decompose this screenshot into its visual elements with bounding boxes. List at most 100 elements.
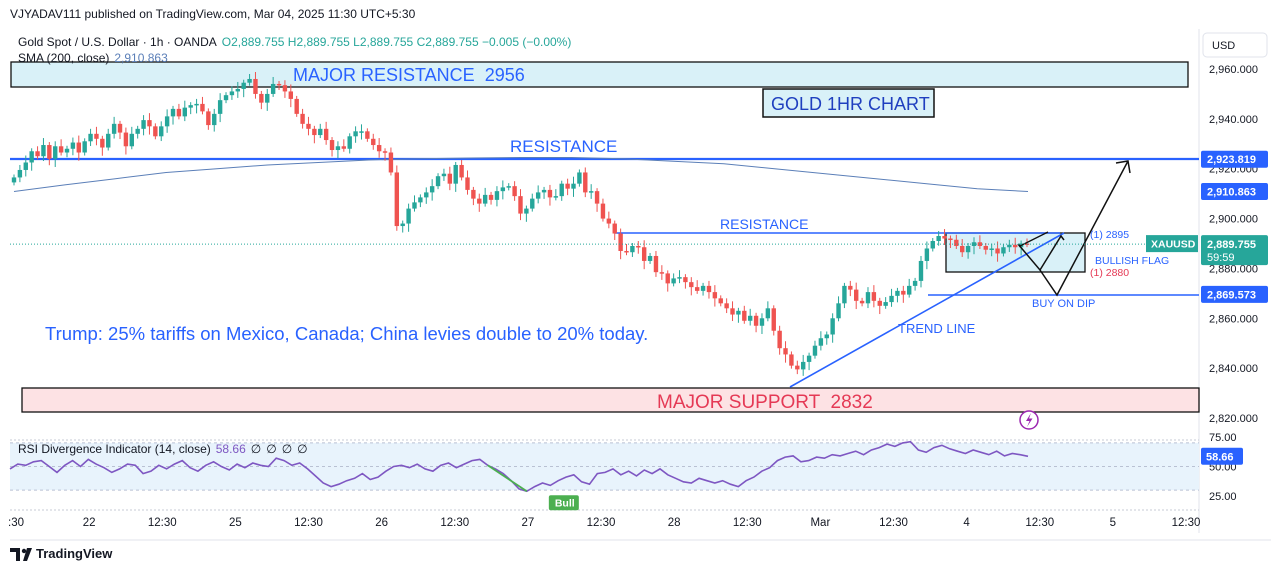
flag-bottom-level-label: (1) 2880	[1090, 267, 1129, 279]
candle	[406, 203, 411, 232]
candle	[347, 133, 352, 154]
candle	[753, 312, 759, 333]
candle	[824, 331, 829, 345]
candle	[394, 165, 400, 231]
candle	[29, 148, 34, 171]
major-support-zone[interactable]	[21, 387, 1200, 413]
time-tick-1: 22	[83, 517, 96, 529]
news-note: Trump: 25% tariffs on Mexico, Canada; Ch…	[45, 323, 648, 344]
candle	[353, 126, 358, 143]
candle	[253, 71, 258, 99]
candle	[424, 187, 429, 204]
candle	[471, 186, 476, 206]
candle	[111, 116, 117, 139]
time-tick-3: 25	[229, 517, 242, 529]
candle	[636, 241, 641, 254]
major-resistance-zone[interactable]	[10, 61, 1189, 88]
trend-line[interactable]	[789, 232, 1065, 388]
candle	[942, 229, 947, 245]
candle	[388, 147, 394, 176]
symbol-tag-text: XAUUSD	[1151, 239, 1196, 251]
major-support-label: MAJOR SUPPORT 2832	[657, 392, 873, 413]
candle	[453, 161, 458, 192]
candle	[465, 170, 470, 195]
trend-line-label: TREND LINE	[898, 321, 976, 336]
candle	[535, 185, 541, 204]
candle	[683, 274, 688, 289]
price-tag-text-0: 2,923.819	[1207, 154, 1256, 166]
candle	[217, 93, 223, 123]
candle	[376, 138, 382, 158]
candle	[606, 211, 612, 229]
rsi-null-4: ∅	[297, 442, 307, 456]
time-tick-5: 26	[375, 517, 388, 529]
candle	[47, 142, 52, 166]
last-price-tag	[1201, 235, 1268, 266]
symbol-title: Gold Spot / U.S. Dollar · 1h · OANDA	[18, 35, 217, 49]
candle	[170, 105, 176, 125]
candle	[759, 313, 765, 334]
candle	[924, 241, 930, 270]
price-tick-0: 2,960.000	[1209, 64, 1258, 76]
candle	[70, 137, 76, 156]
candle	[265, 88, 270, 111]
candle	[612, 220, 617, 241]
candle	[153, 123, 158, 140]
candle	[518, 189, 523, 221]
candlestick-series	[11, 71, 1030, 376]
candle	[223, 92, 229, 104]
candle	[441, 168, 447, 181]
candle	[259, 90, 264, 110]
candle	[783, 341, 788, 363]
projection-arrowhead	[1115, 160, 1131, 174]
candle	[577, 169, 582, 187]
candle	[742, 305, 747, 324]
bar-countdown-text: 59:59	[1207, 252, 1235, 264]
bull-badge	[548, 495, 579, 511]
flag-top-level-label: (1) 2895	[1090, 229, 1129, 241]
candle	[194, 98, 199, 114]
candle	[1007, 239, 1012, 252]
candle	[765, 301, 771, 322]
bullish-flag-label: BULLISH FLAG	[1095, 255, 1169, 267]
candle	[918, 255, 924, 288]
candle	[983, 243, 988, 255]
rsi-null-1: ∅	[251, 442, 261, 456]
time-tick-9: 28	[668, 517, 681, 529]
sma-200-line	[13, 157, 1029, 192]
time-tick-2: 12:30	[148, 517, 177, 529]
time-tick-6: 12:30	[440, 517, 469, 529]
currency-button[interactable]	[1202, 32, 1268, 58]
candle	[506, 183, 511, 191]
candle	[818, 331, 824, 351]
candle	[53, 141, 58, 167]
candle	[954, 234, 959, 249]
candle	[212, 108, 217, 132]
candle	[276, 80, 282, 90]
lightning-icon[interactable]	[1019, 410, 1039, 430]
candle	[459, 159, 464, 181]
candle	[282, 80, 288, 98]
candle	[64, 145, 70, 158]
candle	[182, 100, 187, 122]
candle	[588, 184, 594, 199]
candle	[200, 96, 205, 115]
candle	[500, 180, 506, 200]
candle	[553, 189, 559, 201]
candle	[671, 273, 676, 287]
chart-title-box	[762, 88, 935, 118]
candle	[88, 128, 93, 147]
candle	[995, 241, 1000, 262]
candle	[23, 155, 28, 177]
rsi-pane	[9, 440, 1199, 493]
candle	[747, 308, 753, 326]
candle	[135, 125, 140, 139]
candle	[58, 139, 64, 156]
symbol-line: Gold Spot / U.S. Dollar · 1h · OANDA O2,8…	[18, 35, 571, 49]
candle	[830, 313, 835, 343]
candle	[141, 115, 146, 136]
candle	[936, 231, 941, 246]
candle	[206, 108, 211, 130]
candle	[300, 108, 305, 129]
candle	[482, 187, 488, 207]
